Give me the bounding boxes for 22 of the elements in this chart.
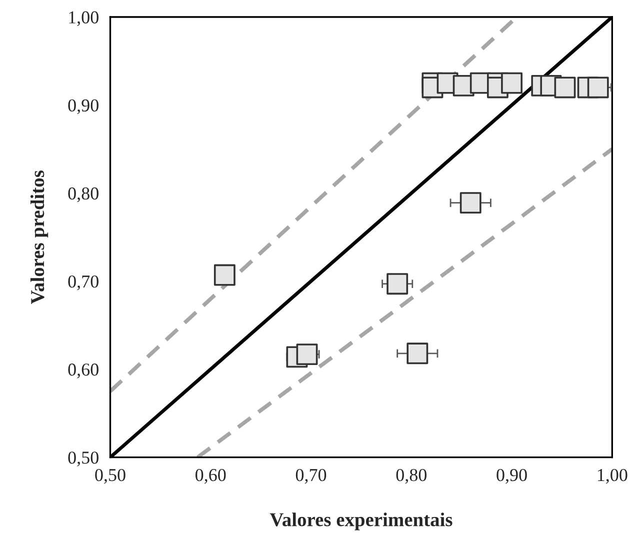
y-tick-label: 0,90	[68, 99, 98, 114]
x-tick-label: 0,60	[196, 468, 226, 484]
point	[501, 72, 522, 94]
point	[296, 344, 318, 366]
x-axis-title: Valores experimentais	[270, 512, 452, 530]
y-axis-title: Valores preditos	[30, 170, 48, 304]
x-tick-label: 0,50	[95, 468, 126, 484]
y-tick-label: 0,80	[68, 187, 98, 202]
y-tick-label: 0,60	[68, 364, 98, 378]
point	[587, 76, 609, 98]
x-tick-label: 0,70	[296, 468, 326, 484]
y-tick-label: 0,70	[68, 275, 98, 290]
y-tick-label: 1,00	[69, 11, 98, 26]
x-tick-label: 1,00	[598, 468, 628, 484]
point	[406, 342, 428, 364]
point	[554, 76, 576, 98]
x-tick-label: 0,90	[496, 468, 527, 484]
point	[460, 192, 482, 214]
x-tick-label: 0,80	[396, 468, 427, 484]
point	[386, 273, 408, 295]
point	[214, 264, 236, 286]
y-tick-label: 0,50	[68, 452, 98, 466]
